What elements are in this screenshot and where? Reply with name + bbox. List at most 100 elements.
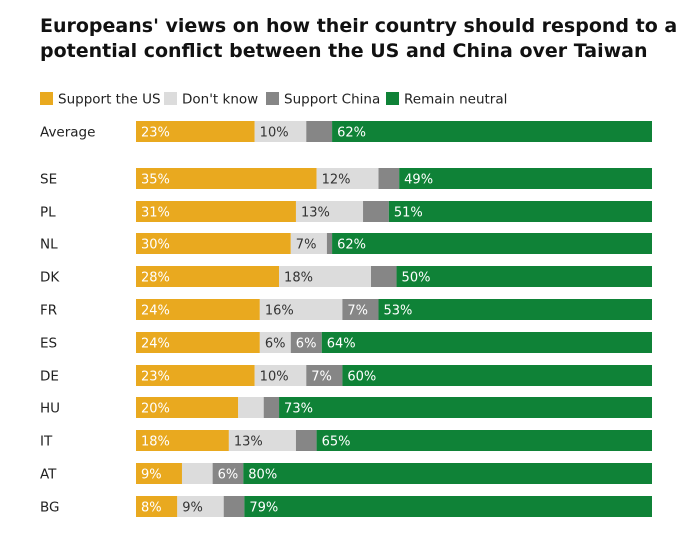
bar-average-support-china xyxy=(306,121,333,142)
bar-se-support-china xyxy=(378,168,400,189)
bar-it-don-t-know xyxy=(228,430,296,451)
data-label-average-support-the-us: 23% xyxy=(141,126,170,141)
bar-es-support-the-us xyxy=(136,332,260,353)
bar-dk-support-the-us xyxy=(136,266,280,287)
bar-nl-support-china xyxy=(326,233,333,254)
bar-average-remain-neutral xyxy=(332,121,652,142)
data-label-es-remain-neutral: 64% xyxy=(327,337,356,352)
bar-de-support-china xyxy=(306,365,343,386)
data-label-fr-don-t-know: 16% xyxy=(265,304,294,319)
data-label-average-remain-neutral: 62% xyxy=(337,126,366,141)
bar-hu-support-china xyxy=(263,397,280,418)
legend-swatch-remain-neutral xyxy=(386,92,399,105)
bar-it-support-china xyxy=(295,430,317,451)
bar-nl-remain-neutral xyxy=(332,233,652,254)
bar-bg-don-t-know xyxy=(177,496,224,517)
row-label-fr: FR xyxy=(40,303,57,319)
bar-de-support-the-us xyxy=(136,365,255,386)
chart-title: Europeans' views on how their country sh… xyxy=(40,15,678,62)
legend-swatch-support-china xyxy=(266,92,279,105)
bar-it-remain-neutral xyxy=(316,430,652,451)
row-label-dk: DK xyxy=(40,270,60,286)
legend: Support the US Don't know Support China Rem… xyxy=(40,92,507,108)
data-label-hu-remain-neutral: 73% xyxy=(284,402,313,417)
bar-se-don-t-know xyxy=(316,168,379,189)
row-label-at: AT xyxy=(40,467,57,483)
data-label-nl-don-t-know: 7% xyxy=(296,238,317,253)
row-label-de: DE xyxy=(40,369,59,385)
bar-fr-support-china xyxy=(342,299,379,320)
data-label-bg-don-t-know: 9% xyxy=(182,501,203,516)
data-label-se-remain-neutral: 49% xyxy=(404,173,433,188)
data-label-se-support-the-us: 35% xyxy=(141,173,170,188)
bar-dk-don-t-know xyxy=(279,266,372,287)
data-label-es-don-t-know: 6% xyxy=(265,337,286,352)
row-label-nl: NL xyxy=(40,237,58,253)
data-label-hu-support-the-us: 20% xyxy=(141,402,170,417)
data-label-dk-remain-neutral: 50% xyxy=(402,271,431,286)
data-label-average-don-t-know: 10% xyxy=(260,126,289,141)
bar-hu-remain-neutral xyxy=(279,397,652,418)
bar-at-support-china xyxy=(212,463,244,484)
bar-average-support-the-us xyxy=(136,121,255,142)
bar-pl-support-china xyxy=(363,201,389,222)
bar-es-remain-neutral xyxy=(321,332,652,353)
bar-bg-support-china xyxy=(223,496,245,517)
data-label-it-support-the-us: 18% xyxy=(141,435,170,450)
data-label-se-don-t-know: 12% xyxy=(322,173,351,188)
legend-label-support-china: Support China xyxy=(284,92,380,108)
bar-fr-remain-neutral xyxy=(378,299,652,320)
bar-at-don-t-know xyxy=(181,463,213,484)
bar-at-support-the-us xyxy=(136,463,182,484)
bar-fr-don-t-know xyxy=(259,299,343,320)
bar-es-support-china xyxy=(290,332,322,353)
legend-label-don-t-know: Don't know xyxy=(182,92,258,108)
bar-average-don-t-know xyxy=(254,121,307,142)
data-label-it-don-t-know: 13% xyxy=(234,435,263,450)
legend-swatch-don-t-know xyxy=(164,92,177,105)
data-label-bg-support-the-us: 8% xyxy=(141,501,162,516)
bar-hu-don-t-know xyxy=(238,397,264,418)
data-label-dk-don-t-know: 18% xyxy=(284,271,313,286)
data-label-fr-support-china: 7% xyxy=(347,304,368,319)
bar-nl-don-t-know xyxy=(290,233,327,254)
data-label-at-support-the-us: 9% xyxy=(141,468,162,483)
row-label-bg: BG xyxy=(40,500,60,516)
bar-nl-support-the-us xyxy=(136,233,291,254)
data-label-de-support-the-us: 23% xyxy=(141,370,170,385)
bar-it-support-the-us xyxy=(136,430,229,451)
bar-hu-support-the-us xyxy=(136,397,239,418)
data-label-bg-remain-neutral: 79% xyxy=(249,501,278,516)
legend-swatch-support-the-us xyxy=(40,92,53,105)
bar-de-remain-neutral xyxy=(342,365,652,386)
bar-se-remain-neutral xyxy=(399,168,652,189)
data-label-pl-remain-neutral: 51% xyxy=(394,206,423,221)
data-label-de-remain-neutral: 60% xyxy=(347,370,376,385)
bar-pl-don-t-know xyxy=(295,201,364,222)
bar-es-don-t-know xyxy=(259,332,291,353)
bar-bg-support-the-us xyxy=(136,496,178,517)
legend-label-support-the-us: Support the US xyxy=(58,92,161,108)
bar-dk-support-china xyxy=(371,266,397,287)
bar-at-remain-neutral xyxy=(243,463,653,484)
row-label-se: SE xyxy=(40,172,57,188)
bar-de-don-t-know xyxy=(254,365,307,386)
data-label-de-support-china: 7% xyxy=(311,370,332,385)
data-label-fr-support-the-us: 24% xyxy=(141,304,170,319)
data-label-nl-support-the-us: 30% xyxy=(141,238,170,253)
data-label-dk-support-the-us: 28% xyxy=(141,271,170,286)
bar-rows: Average 23% 10% 62% SE 35% 12% 49% PL 31% 13% 51% NL… xyxy=(40,121,653,517)
bar-fr-support-the-us xyxy=(136,299,260,320)
row-label-it: IT xyxy=(40,434,53,450)
data-label-at-remain-neutral: 80% xyxy=(248,468,277,483)
data-label-de-don-t-know: 10% xyxy=(260,370,289,385)
data-label-fr-remain-neutral: 53% xyxy=(384,304,413,319)
data-label-es-support-china: 6% xyxy=(296,337,317,352)
bar-dk-remain-neutral xyxy=(396,266,652,287)
bar-pl-support-the-us xyxy=(136,201,296,222)
bar-se-support-the-us xyxy=(136,168,317,189)
data-label-pl-support-the-us: 31% xyxy=(141,206,170,221)
row-label-pl: PL xyxy=(40,205,56,221)
row-label-es: ES xyxy=(40,336,57,352)
